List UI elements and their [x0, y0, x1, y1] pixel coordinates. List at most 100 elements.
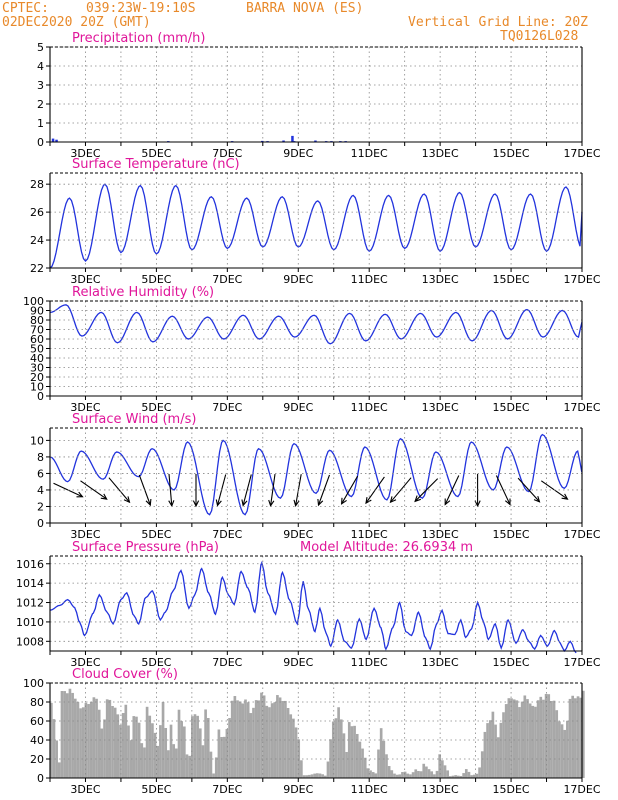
- cloud-bar: [183, 726, 186, 778]
- x-tick-label: 9DEC: [283, 147, 313, 160]
- cloud-bar: [534, 707, 537, 778]
- cloud-bar: [486, 723, 489, 778]
- cloud-bar: [502, 712, 505, 778]
- cloud-bar: [529, 703, 532, 778]
- cloud-bar: [441, 760, 444, 778]
- cloud-bar: [316, 773, 319, 778]
- y-tick-label: 5: [37, 41, 44, 54]
- cloud-bar: [377, 750, 380, 778]
- cloud-bar: [234, 696, 237, 778]
- x-tick-label: 13DEC: [422, 401, 459, 414]
- cloud-bar: [114, 708, 117, 778]
- cloud-bar: [332, 722, 335, 778]
- cloud-bar: [412, 772, 415, 778]
- cloud-bar: [281, 701, 284, 778]
- meteogram-chart: Precipitation (mm/h)0123453DEC 5DEC 7DEC 9D…: [0, 0, 618, 800]
- cloud-bar: [79, 708, 82, 778]
- y-tick-label: 0: [37, 517, 44, 530]
- cloud-bar: [401, 772, 404, 778]
- x-tick-label: 7DEC: [212, 273, 242, 286]
- y-tick-label: 4: [37, 60, 44, 73]
- grid: [50, 428, 582, 523]
- cloud-bar: [465, 769, 468, 778]
- y-tick-label: 10: [30, 434, 44, 447]
- x-tick-label: 15DEC: [493, 401, 530, 414]
- cloud-bar: [170, 725, 173, 778]
- x-tick-label: 9DEC: [283, 783, 313, 796]
- cloud-bar: [438, 754, 441, 778]
- cloud-bar: [526, 699, 529, 778]
- x-tick-label: 17DEC: [563, 783, 600, 796]
- cloud-bar: [550, 701, 553, 778]
- cloud-bar: [194, 714, 197, 778]
- panel-2: Relative Humidity (%)0102030405060708090…: [23, 285, 601, 414]
- cloud-bar: [98, 710, 101, 778]
- y-tick-label: 60: [30, 715, 44, 728]
- x-tick-label: 13DEC: [422, 656, 459, 669]
- y-tick-label: 80: [30, 696, 44, 709]
- cloud-bar: [63, 691, 66, 778]
- x-tick-label: 17DEC: [563, 401, 600, 414]
- cloud-bar: [478, 767, 481, 778]
- cloud-bar: [236, 700, 239, 778]
- panel-4: Surface Pressure (hPa) Model Altitude: 26…: [16, 540, 601, 669]
- cloud-bar: [255, 700, 258, 778]
- cloud-bar: [111, 706, 114, 778]
- cloud-bar: [252, 708, 255, 778]
- cloud-bar: [513, 699, 516, 778]
- wind-arrows: [54, 474, 568, 506]
- cloud-bar: [335, 718, 338, 778]
- cloud-bar: [500, 723, 503, 778]
- x-tick-label: 13DEC: [422, 147, 459, 160]
- cloud-bar: [87, 704, 90, 778]
- x-tick-label: 17DEC: [563, 273, 600, 286]
- y-tick-label: 1: [37, 117, 44, 130]
- cloud-bar: [265, 706, 268, 778]
- cloud-bar: [422, 764, 425, 778]
- cloud-bar: [207, 718, 210, 778]
- panel-data: [50, 184, 582, 268]
- x-tick-label: 17DEC: [563, 528, 600, 541]
- panel-5: Cloud Cover (%)0204060801003DEC 5DEC 7DEC 9…: [23, 667, 601, 796]
- cloud-bar: [250, 713, 253, 778]
- cloud-bar: [494, 725, 497, 778]
- panel-data: [50, 689, 585, 778]
- x-tick-label: 17DEC: [563, 147, 600, 160]
- cloud-bar: [563, 730, 566, 778]
- cloud-bar: [539, 697, 542, 778]
- cloud-bar: [186, 754, 189, 778]
- x-tick-label: 15DEC: [493, 273, 530, 286]
- cloud-bar: [202, 745, 205, 778]
- cloud-bar: [383, 741, 386, 778]
- cloud-bar: [210, 752, 213, 778]
- x-tick-label: 13DEC: [422, 273, 459, 286]
- cloud-bar: [406, 774, 409, 778]
- cloud-bar: [345, 752, 348, 778]
- cloud-bar: [321, 774, 324, 778]
- cloud-bar: [505, 704, 508, 778]
- cloud-bar: [242, 703, 245, 778]
- panel-title: Surface Pressure (hPa): [72, 540, 219, 555]
- cloud-bar: [220, 737, 223, 778]
- cloud-bar: [122, 713, 125, 778]
- cloud-bar: [420, 771, 423, 778]
- cloud-bar: [263, 695, 266, 778]
- x-tick-label: 11DEC: [351, 147, 388, 160]
- x-tick-label: 15DEC: [493, 656, 530, 669]
- x-tick-label: 11DEC: [351, 273, 388, 286]
- cloud-bar: [244, 700, 247, 779]
- panel-1: Surface Temperature (nC) 22 24 26 28 3DEC 5DEC…: [30, 157, 601, 286]
- cloud-bar: [414, 769, 417, 778]
- x-tick-label: 7DEC: [212, 401, 242, 414]
- x-tick-label: 15DEC: [493, 528, 530, 541]
- y-tick-label: 0: [37, 136, 44, 149]
- cloud-bar: [393, 774, 396, 778]
- x-tick-label: 7DEC: [212, 783, 242, 796]
- cloud-bar: [279, 697, 282, 778]
- panel-title: Precipitation (mm/h): [72, 31, 205, 46]
- cloud-bar: [231, 701, 234, 778]
- cloud-bar: [287, 708, 290, 778]
- y-tick-label: 2: [37, 500, 44, 513]
- cloud-bar: [167, 750, 170, 778]
- cloud-bar: [433, 774, 436, 778]
